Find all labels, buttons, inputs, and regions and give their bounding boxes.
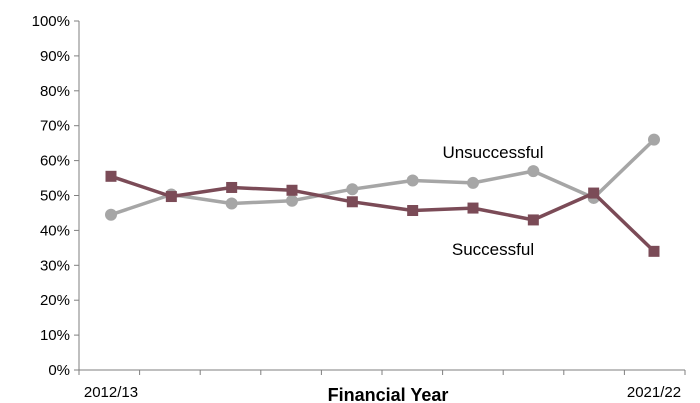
data-point-successful (467, 202, 479, 214)
x-tick-label-last: 2021/22 (627, 384, 681, 401)
y-tick-label: 10% (40, 327, 70, 344)
y-tick-label: 20% (40, 292, 70, 309)
data-point-successful (286, 184, 298, 196)
y-tick-label: 40% (40, 222, 70, 239)
data-point-successful (165, 191, 177, 203)
data-point-unsuccessful (225, 197, 238, 210)
data-point-unsuccessful (467, 176, 479, 189)
data-point-successful (407, 205, 419, 217)
axes-group: 0% 10% 20% 30% 40% 50% 60% 70% 80% 90% 100% 2012/1… (32, 13, 686, 401)
data-point-successful (648, 245, 660, 257)
data-point-unsuccessful (286, 194, 298, 207)
series-label-successful: Successful (452, 240, 534, 259)
y-axis-ticks: 0% 10% 20% 30% 40% 50% 60% 70% 80% 90% 100% (32, 13, 79, 379)
y-tick-label: 90% (40, 48, 70, 65)
data-point-successful (346, 196, 358, 208)
y-tick-label: 100% (32, 13, 70, 30)
x-axis-ticks: 2012/13 2021/22 (78, 370, 686, 401)
data-point-unsuccessful (406, 174, 419, 187)
y-tick-label: 50% (40, 188, 70, 205)
data-point-successful (226, 181, 238, 193)
x-axis-title: Financial Year (328, 385, 449, 403)
y-tick-label: 70% (40, 118, 70, 135)
data-point-unsuccessful (105, 208, 117, 221)
data-point-unsuccessful (527, 165, 540, 178)
data-point-successful (527, 214, 539, 226)
series-successful (105, 170, 660, 257)
series-group (105, 133, 660, 257)
series-line-successful (110, 174, 656, 253)
data-point-successful (588, 187, 600, 199)
y-tick-label: 0% (48, 362, 70, 379)
data-point-unsuccessful (346, 183, 359, 196)
data-point-successful (105, 170, 117, 182)
y-tick-label: 60% (40, 153, 70, 170)
data-point-unsuccessful (648, 133, 660, 146)
y-tick-label: 30% (40, 257, 70, 274)
series-label-unsuccessful: Unsuccessful (442, 143, 543, 162)
series-line-unsuccessful (110, 138, 656, 217)
y-tick-label: 80% (40, 83, 70, 100)
x-tick-label-first: 2012/13 (84, 384, 138, 401)
